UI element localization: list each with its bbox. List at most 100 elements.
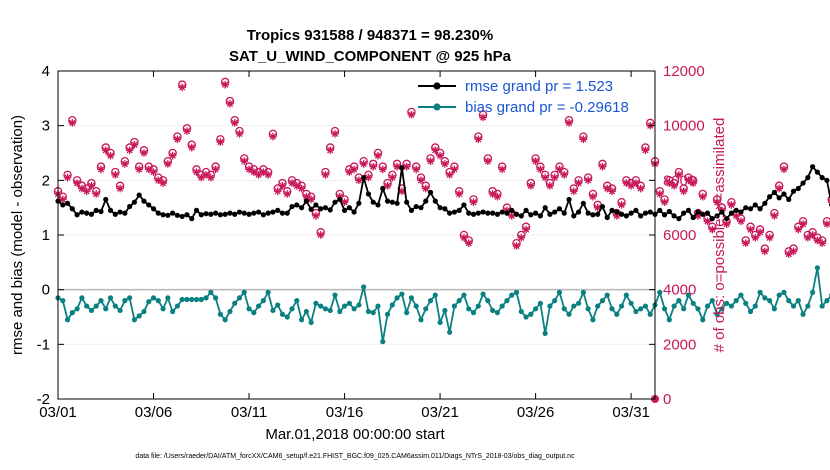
obs-assimilated-point xyxy=(531,157,540,165)
obs-assimilated-point xyxy=(116,184,124,193)
rmse-point xyxy=(661,212,668,218)
bias-point xyxy=(767,298,773,304)
rmse-point xyxy=(599,203,606,210)
rmse-point xyxy=(265,210,271,216)
rmse-point xyxy=(241,210,247,216)
bias-point xyxy=(700,317,706,323)
rmse-point xyxy=(533,210,539,216)
obs-assimilated-point xyxy=(775,184,783,193)
axis-ticks xyxy=(57,70,655,400)
obs-assimilated-point xyxy=(484,157,492,165)
obs-assimilated-point xyxy=(121,160,129,168)
bias-point xyxy=(103,306,109,312)
rmse-point xyxy=(361,175,367,181)
x-tick-label: 03/11 xyxy=(231,404,267,421)
bias-point xyxy=(322,306,329,312)
bias-point xyxy=(370,310,376,316)
bias-point xyxy=(599,298,606,304)
bias-point xyxy=(719,306,725,312)
rmse-point xyxy=(341,207,348,213)
bias-point xyxy=(198,296,204,303)
obs-assimilated-point xyxy=(799,220,807,228)
obs-assimilated-point xyxy=(641,146,650,155)
right-axis-tick-labels: 0 2000 4000 6000 8000 10000 12000 xyxy=(663,63,705,408)
bias-point xyxy=(528,311,534,317)
rmse-point xyxy=(327,207,333,213)
left-axis-label: rmse and bias (model - observation) xyxy=(9,115,26,355)
bias-point xyxy=(666,317,672,323)
obs-assimilated-point xyxy=(612,212,621,220)
obs-assimilated-point xyxy=(570,187,578,196)
rmse-point xyxy=(284,210,290,216)
rmse-point xyxy=(461,202,467,208)
obs-assimilated-point xyxy=(727,201,736,209)
obs-assimilated-point xyxy=(235,130,244,138)
bias-point xyxy=(122,298,128,304)
rmse-point xyxy=(184,212,190,218)
bias-point xyxy=(117,307,123,314)
right-tick-label: 10000 xyxy=(663,118,705,135)
bias-point xyxy=(437,319,443,326)
x-tick-label: 03/01 xyxy=(39,404,77,421)
obs-assimilated-point xyxy=(250,168,258,176)
x-axis-label: Mar.01,2018 00:00:00 start xyxy=(265,426,445,443)
obs-assimilated-point xyxy=(135,165,143,174)
obs-assimilated-point xyxy=(101,146,110,155)
bias-point xyxy=(208,289,214,295)
rmse-point xyxy=(370,199,376,205)
bias-point xyxy=(552,298,558,304)
bias-point xyxy=(361,284,367,290)
rmse-point xyxy=(155,210,161,216)
obs-assimilated-point xyxy=(283,190,292,198)
obs-assimilated-point xyxy=(402,162,411,171)
left-tick-label: 1 xyxy=(42,227,50,244)
rmse-point xyxy=(575,209,582,215)
bias-point xyxy=(480,291,486,297)
rmse-point xyxy=(790,188,797,194)
rmse-point xyxy=(112,211,118,217)
bias-point xyxy=(447,329,453,335)
rmse-point xyxy=(60,202,66,208)
obs-assimilated-point xyxy=(617,201,626,209)
obs-assimilated-point xyxy=(421,184,430,193)
rmse-point xyxy=(84,210,90,216)
bias-point xyxy=(638,306,644,312)
rmse-point xyxy=(571,213,577,219)
bias-point xyxy=(107,295,114,301)
bias-point xyxy=(303,308,309,315)
rmse-point xyxy=(595,211,601,217)
rmse-point xyxy=(642,210,649,216)
rmse-point xyxy=(633,207,639,213)
bias-point xyxy=(375,303,381,309)
rmse-point xyxy=(494,211,500,217)
bias-point xyxy=(88,307,95,314)
bias-point xyxy=(523,314,529,320)
x-tick-label: 03/31 xyxy=(612,404,650,421)
rmse-point xyxy=(64,200,71,206)
bias-point xyxy=(332,292,338,298)
obs-assimilated-point xyxy=(469,198,478,206)
right-tick-label: 0 xyxy=(663,391,671,408)
obs-assimilated-point xyxy=(159,179,167,187)
obs-assimilated-point xyxy=(784,250,793,258)
obs-assimilated-point xyxy=(259,168,268,176)
obs-assimilated-point xyxy=(608,187,616,196)
rmse-point xyxy=(289,203,295,210)
rmse-point xyxy=(179,213,185,220)
bias-point xyxy=(628,300,634,306)
rmse-point xyxy=(404,199,410,205)
rmse-point xyxy=(743,205,749,211)
rmse-point xyxy=(337,196,343,203)
obs-assimilated-point xyxy=(522,225,530,234)
obs-assimilated-point xyxy=(321,171,330,179)
bias-point xyxy=(685,292,692,298)
rmse-point xyxy=(432,198,438,204)
obs-assimilated-point xyxy=(670,182,678,190)
rmse-point xyxy=(93,207,99,213)
rmse-point xyxy=(671,213,677,219)
rmse-point xyxy=(566,196,572,203)
obs-assimilated-point xyxy=(460,233,468,242)
bias-point xyxy=(714,311,720,317)
right-tick-label: 12000 xyxy=(663,63,705,80)
